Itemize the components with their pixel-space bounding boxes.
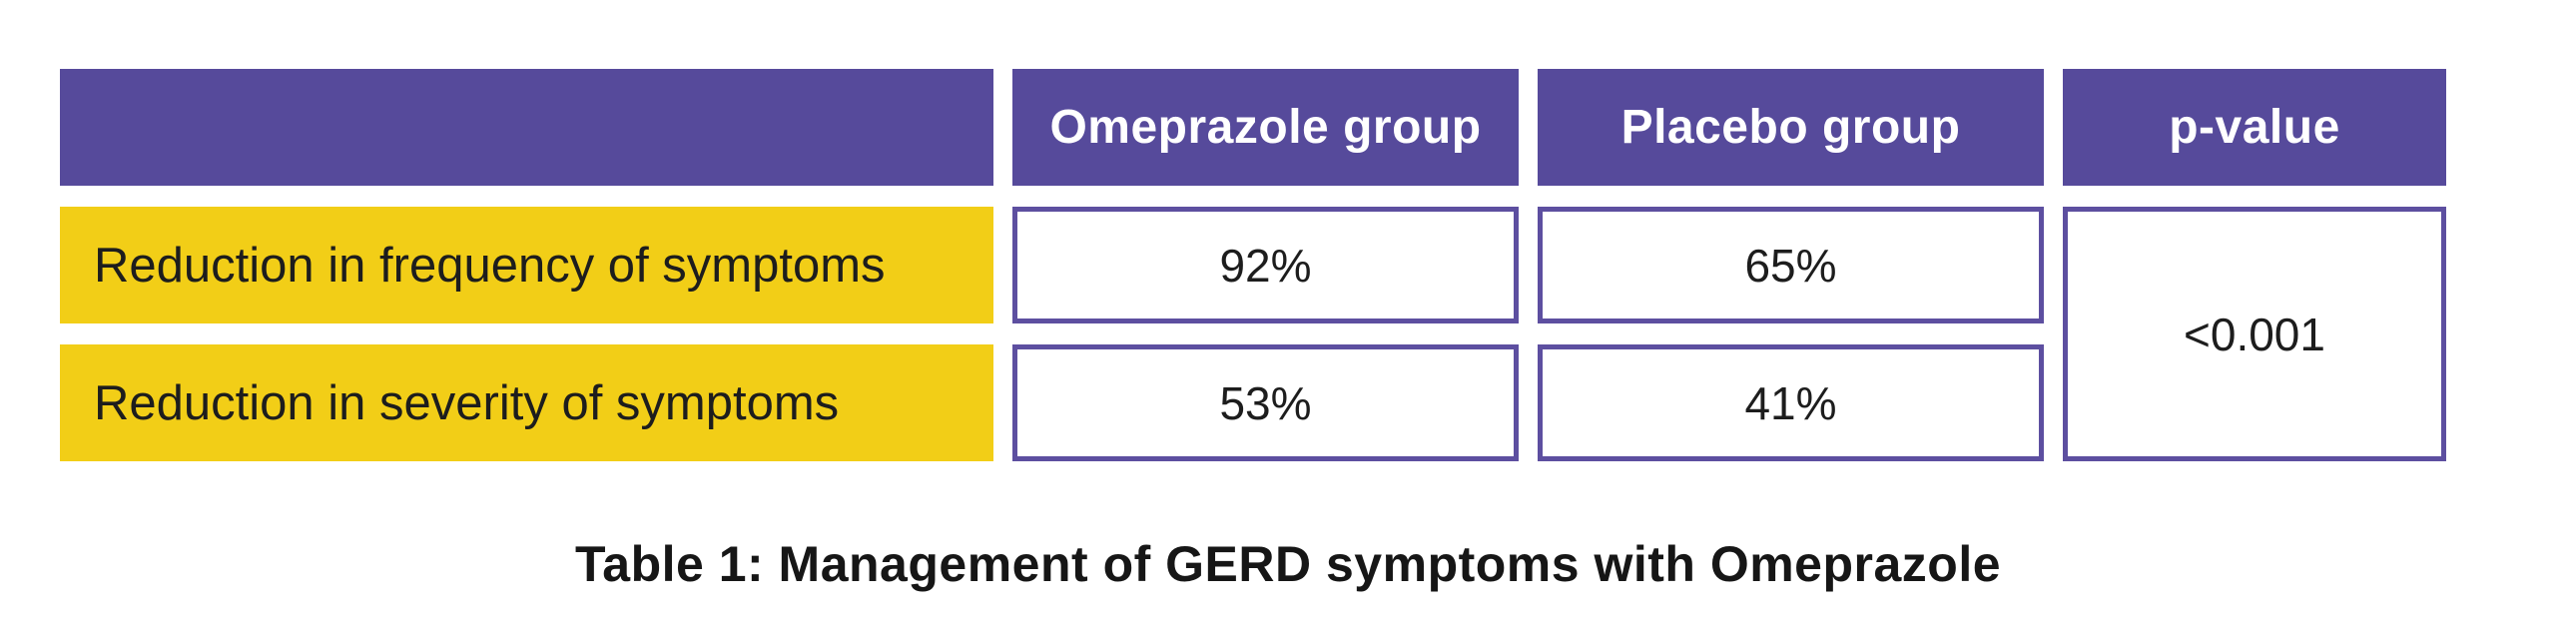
header-cell-empty — [60, 69, 993, 186]
row-label-frequency: Reduction in frequency of symptoms — [60, 207, 993, 323]
header-cell-omeprazole-group: Omeprazole group — [1012, 69, 1519, 186]
cell-severity-placebo: 41% — [1538, 344, 2044, 461]
cell-p-value-merged: <0.001 — [2063, 207, 2446, 461]
table-caption: Table 1: Management of GERD symptoms wit… — [574, 536, 2002, 592]
header-cell-placebo-group: Placebo group — [1538, 69, 2044, 186]
cell-frequency-placebo: 65% — [1538, 207, 2044, 323]
cell-frequency-omeprazole: 92% — [1012, 207, 1519, 323]
row-label-severity: Reduction in severity of symptoms — [60, 344, 993, 461]
header-cell-p-value: p-value — [2063, 69, 2446, 186]
gerd-symptoms-table: Omeprazole group Placebo group p-value R… — [60, 69, 2446, 461]
cell-severity-omeprazole: 53% — [1012, 344, 1519, 461]
